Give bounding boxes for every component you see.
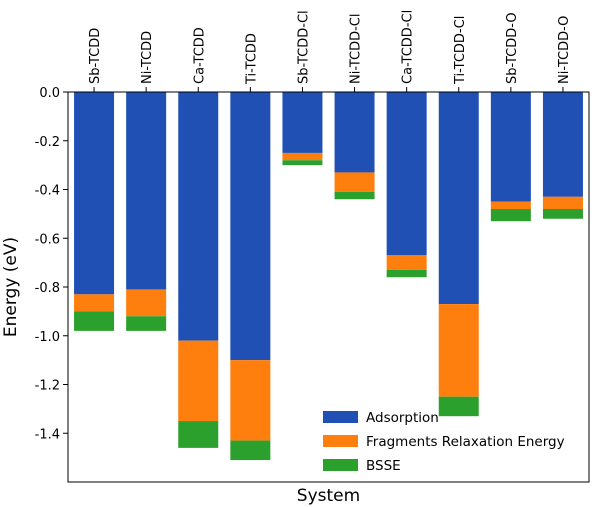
x-axis-title: System: [297, 486, 360, 506]
x-axis-top: Sb-TCDD Ni-TCDD Ca-TCDD Ti-TCDD Sb-TCDD-Cl Ni…: [88, 10, 572, 92]
bar-sb-tcdd-o-fragments-relaxation-energy: [490, 201, 531, 209]
bar-ti-tcdd-cl-adsorption: [438, 92, 479, 305]
legend-label: Fragments Relaxation Energy: [366, 434, 565, 450]
x-tick-label: Ti-TCDD-Cl: [453, 16, 468, 85]
bar-ni-tcdd-o-adsorption: [542, 92, 583, 197]
bar-ni-tcdd-fragments-relaxation-energy: [126, 289, 167, 317]
legend: Adsorption Fragments Relaxation Energy BSS…: [323, 410, 565, 474]
bar-sb-tcdd-adsorption: [74, 92, 115, 295]
x-tick-label: Ca-TCDD-Cl: [401, 10, 416, 84]
y-tick-label: 0.0: [39, 86, 60, 101]
bar-ni-tcdd-cl-adsorption: [334, 92, 375, 173]
legend-swatch-fragments-relaxation-energy: [323, 435, 358, 447]
bar-ti-tcdd-cl-fragments-relaxation-energy: [438, 304, 479, 397]
bar-ni-tcdd-adsorption: [126, 92, 167, 290]
bar-sb-tcdd-cl-adsorption: [282, 92, 323, 153]
y-tick-label: -1.2: [35, 379, 60, 394]
bars-group: [74, 92, 583, 461]
x-tick-label: Ni-TCDD: [140, 31, 155, 84]
legend-swatch-adsorption: [323, 411, 358, 423]
bar-ti-tcdd-adsorption: [230, 92, 271, 361]
bar-sb-tcdd-cl-fragments-relaxation-energy: [282, 152, 323, 161]
x-tick-label: Sb-TCDD-O: [505, 12, 520, 84]
y-tick-label: -1.4: [35, 427, 60, 442]
bar-ni-tcdd-o-bsse: [542, 209, 583, 219]
y-tick-label: -0.8: [35, 281, 60, 296]
bar-ca-tcdd-cl-adsorption: [386, 92, 427, 256]
bar-ti-tcdd-cl-bsse: [438, 396, 479, 417]
y-tick-label: -0.6: [35, 232, 60, 247]
legend-label: Adsorption: [366, 410, 439, 426]
x-tick-label: Ca-TCDD: [192, 27, 207, 84]
x-tick-label: Sb-TCDD: [88, 28, 103, 84]
y-tick-label: -0.4: [35, 184, 60, 199]
y-axis-title: Energy (eV): [1, 237, 21, 337]
bar-ni-tcdd-bsse: [126, 316, 167, 331]
x-tick-label: Ti-TCDD: [244, 33, 259, 85]
bar-sb-tcdd-o-bsse: [490, 209, 531, 222]
bar-ca-tcdd-fragments-relaxation-energy: [178, 340, 219, 422]
bar-ca-tcdd-adsorption: [178, 92, 219, 341]
y-axis: 0.0 -0.2 -0.4 -0.6 -0.8 -1.0 -1.2 -1.4: [35, 86, 68, 442]
bar-ti-tcdd-bsse: [230, 440, 271, 461]
bar-sb-tcdd-bsse: [74, 311, 115, 331]
bar-sb-tcdd-cl-bsse: [282, 160, 323, 166]
y-tick-label: -0.2: [35, 135, 60, 150]
legend-swatch-bsse: [323, 459, 358, 471]
bar-ni-tcdd-cl-fragments-relaxation-energy: [334, 172, 375, 192]
bar-ca-tcdd-cl-bsse: [386, 269, 427, 278]
x-tick-label: Sb-TCDD-Cl: [296, 10, 311, 84]
x-tick-label: Ni-TCDD-Cl: [349, 14, 364, 85]
bar-ni-tcdd-o-fragments-relaxation-energy: [542, 196, 583, 209]
bar-ca-tcdd-bsse: [178, 421, 219, 448]
bar-ni-tcdd-cl-bsse: [334, 191, 375, 200]
y-tick-label: -1.0: [35, 330, 60, 345]
bar-ti-tcdd-fragments-relaxation-energy: [230, 360, 271, 441]
bar-sb-tcdd-o-adsorption: [490, 92, 531, 202]
bar-ca-tcdd-cl-fragments-relaxation-energy: [386, 255, 427, 270]
x-tick-label: Ni-TCDD-O: [557, 16, 572, 84]
bar-sb-tcdd-fragments-relaxation-energy: [74, 294, 115, 312]
legend-label: BSSE: [366, 458, 401, 474]
